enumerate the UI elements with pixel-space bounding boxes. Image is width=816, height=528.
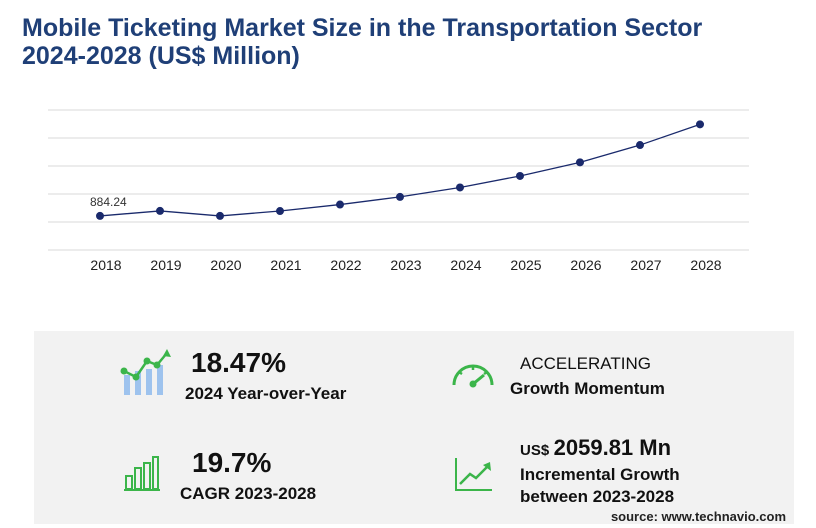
- chart-title: Mobile Ticketing Market Size in the Tran…: [22, 14, 802, 70]
- chart-series: 884.24: [90, 120, 704, 220]
- data-point-2021: [276, 207, 284, 216]
- x-tick-label-2025: 2025: [510, 257, 541, 273]
- x-tick-label-2021: 2021: [270, 257, 301, 273]
- cagr-label: CAGR 2023-2028: [180, 484, 317, 503]
- data-point-2024: [456, 183, 464, 192]
- bar-chart-icon: [124, 456, 160, 491]
- incremental-value: 2059.81 Mn: [553, 435, 672, 460]
- data-point-2028: [696, 120, 704, 129]
- x-tick-label-2028: 2028: [690, 257, 721, 273]
- cagr-value: 19.7%: [192, 447, 272, 478]
- speedometer-icon: [452, 364, 494, 388]
- x-axis-tick-labels: 2018 2019 2020 2021 2022 2023 2024 2025 2026 2027…: [90, 257, 721, 273]
- data-point-2027: [636, 141, 644, 150]
- chart-gridlines: [48, 109, 749, 251]
- incremental-label-1: Incremental Growth: [520, 465, 680, 484]
- chart-title-line2: 2024-2028 (US$ Million): [22, 42, 300, 70]
- data-point-2026: [576, 158, 584, 167]
- line-chart: 884.24 2018 2019 2020 2021 2022 2023 2024 2025 2…: [48, 109, 749, 273]
- data-point-2019: [156, 206, 164, 215]
- x-tick-label-2027: 2027: [630, 257, 661, 273]
- stats-panel: 18.47% 2024 Year-over-Year ACCELERATING …: [34, 331, 794, 524]
- data-label: 884.24: [90, 195, 127, 209]
- data-point-2023: [396, 192, 404, 201]
- chart-title-line1: Mobile Ticketing Market Size in the Tran…: [22, 14, 703, 42]
- x-tick-label-2020: 2020: [210, 257, 241, 273]
- trend-up-icon: [455, 458, 492, 491]
- x-tick-label-2022: 2022: [330, 257, 361, 273]
- x-tick-label-2018: 2018: [90, 257, 121, 273]
- momentum-label: Growth Momentum: [510, 379, 665, 398]
- yoy-value: 18.47%: [191, 347, 286, 378]
- x-tick-label-2023: 2023: [390, 257, 421, 273]
- data-point-2022: [336, 200, 344, 209]
- incremental-prefix: US$: [520, 442, 550, 459]
- x-tick-label-2024: 2024: [450, 257, 481, 273]
- incremental-label-2: between 2023-2028: [520, 487, 675, 506]
- data-point-2018: [96, 211, 104, 220]
- yoy-label: 2024 Year-over-Year: [185, 384, 347, 403]
- source-credit: source: www.technavio.com: [610, 509, 786, 524]
- momentum-value: ACCELERATING: [520, 354, 651, 373]
- x-tick-label-2019: 2019: [150, 257, 181, 273]
- incremental-value-row: US$ 2059.81 Mn: [520, 435, 671, 461]
- data-point-2020: [216, 211, 224, 220]
- x-tick-label-2026: 2026: [570, 257, 601, 273]
- growth-chart-icon: [120, 349, 171, 395]
- data-point-2025: [516, 171, 524, 180]
